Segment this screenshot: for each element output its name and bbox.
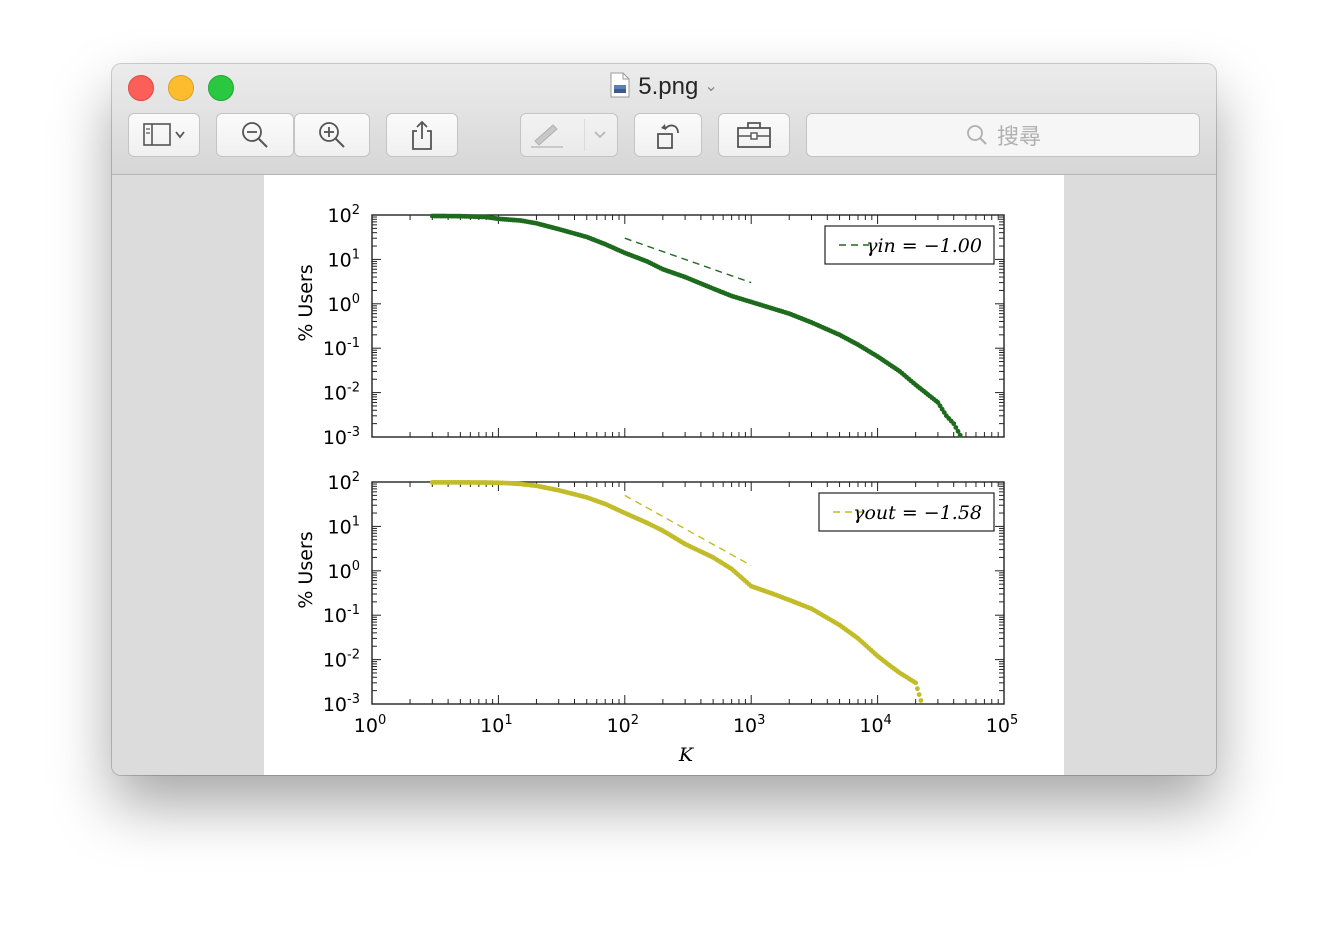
legend-label: γout = −1.58 [853,502,982,524]
chevron-down-icon[interactable] [585,125,615,145]
png-file-icon [610,72,630,105]
rotate-left-icon [657,124,679,149]
sidebar-toggle-button[interactable] [128,113,200,157]
x-axis-label: K [678,744,695,766]
preview-window: 5.png ⌄ [112,64,1216,775]
window-title-text: 5.png [638,73,699,100]
y-tick-label: 100 [328,559,360,583]
fit-line [624,237,752,284]
y-tick-label: 10-1 [323,336,360,360]
x-tick-label: 101 [480,713,512,737]
window-title[interactable]: 5.png ⌄ [112,72,1216,105]
x-tick-label: 102 [607,713,639,737]
data-point [951,421,957,427]
search-icon [967,125,987,145]
toolbox-button[interactable] [718,113,790,157]
y-tick-label: 101 [328,247,360,271]
x-tick-label: 103 [733,713,765,737]
legend-label: γin = −1.00 [866,235,982,257]
chevron-down-icon[interactable]: ⌄ [704,78,718,95]
data-point [957,432,963,438]
share-button[interactable] [386,113,458,157]
share-icon [412,120,432,150]
data-point [914,686,920,692]
log-log-charts: % Users % Users K 102 101 100 10-1 10-2 10-3 γ… [295,203,1018,766]
maximize-button[interactable] [208,75,234,101]
y-axis-label-top: % Users [295,264,317,341]
document-area[interactable]: % Users % Users K 102 101 100 10-1 10-2 10-3 γ… [112,175,1216,775]
markup-pen-icon [531,119,585,151]
x-tick-label: 104 [859,713,891,737]
data-point [955,428,961,434]
zoom-out-icon [242,122,268,148]
rotate-button[interactable] [634,113,702,157]
toolbox-icon [737,122,771,148]
data-point [913,680,919,686]
x-tick-label: 105 [986,713,1018,737]
plot-frame [371,214,1005,438]
y-axis-label-bottom: % Users [295,531,317,608]
zoom-in-button[interactable] [294,113,370,157]
y-tick-label: 10-3 [323,692,360,716]
y-tick-label: 101 [328,514,360,538]
y-tick-label: 10-3 [323,425,360,449]
title-bar: 5.png ⌄ [112,64,1216,175]
zoom-out-button[interactable] [216,113,294,157]
y-tick-label: 10-2 [323,381,360,405]
y-tick-label: 102 [328,203,360,227]
sidebar-icon [143,123,185,146]
y-tick-label: 10-2 [323,648,360,672]
data-point [953,425,959,430]
data-point [918,698,924,703]
markup-button[interactable] [520,113,618,157]
data-point [916,692,922,697]
search-placeholder: 搜尋 [996,124,1041,149]
plot-frame [371,481,1005,705]
y-tick-label: 10-1 [323,603,360,627]
search-field[interactable]: 搜尋 [806,113,1200,157]
minimize-button[interactable] [168,75,194,101]
image-page: % Users % Users K 102 101 100 10-1 10-2 10-3 γ… [264,175,1064,775]
y-tick-label: 100 [328,292,360,316]
x-tick-label: 100 [354,713,386,737]
close-button[interactable] [128,75,154,101]
zoom-in-icon [319,122,345,148]
y-tick-label: 102 [328,470,360,494]
fit-line [624,494,752,567]
